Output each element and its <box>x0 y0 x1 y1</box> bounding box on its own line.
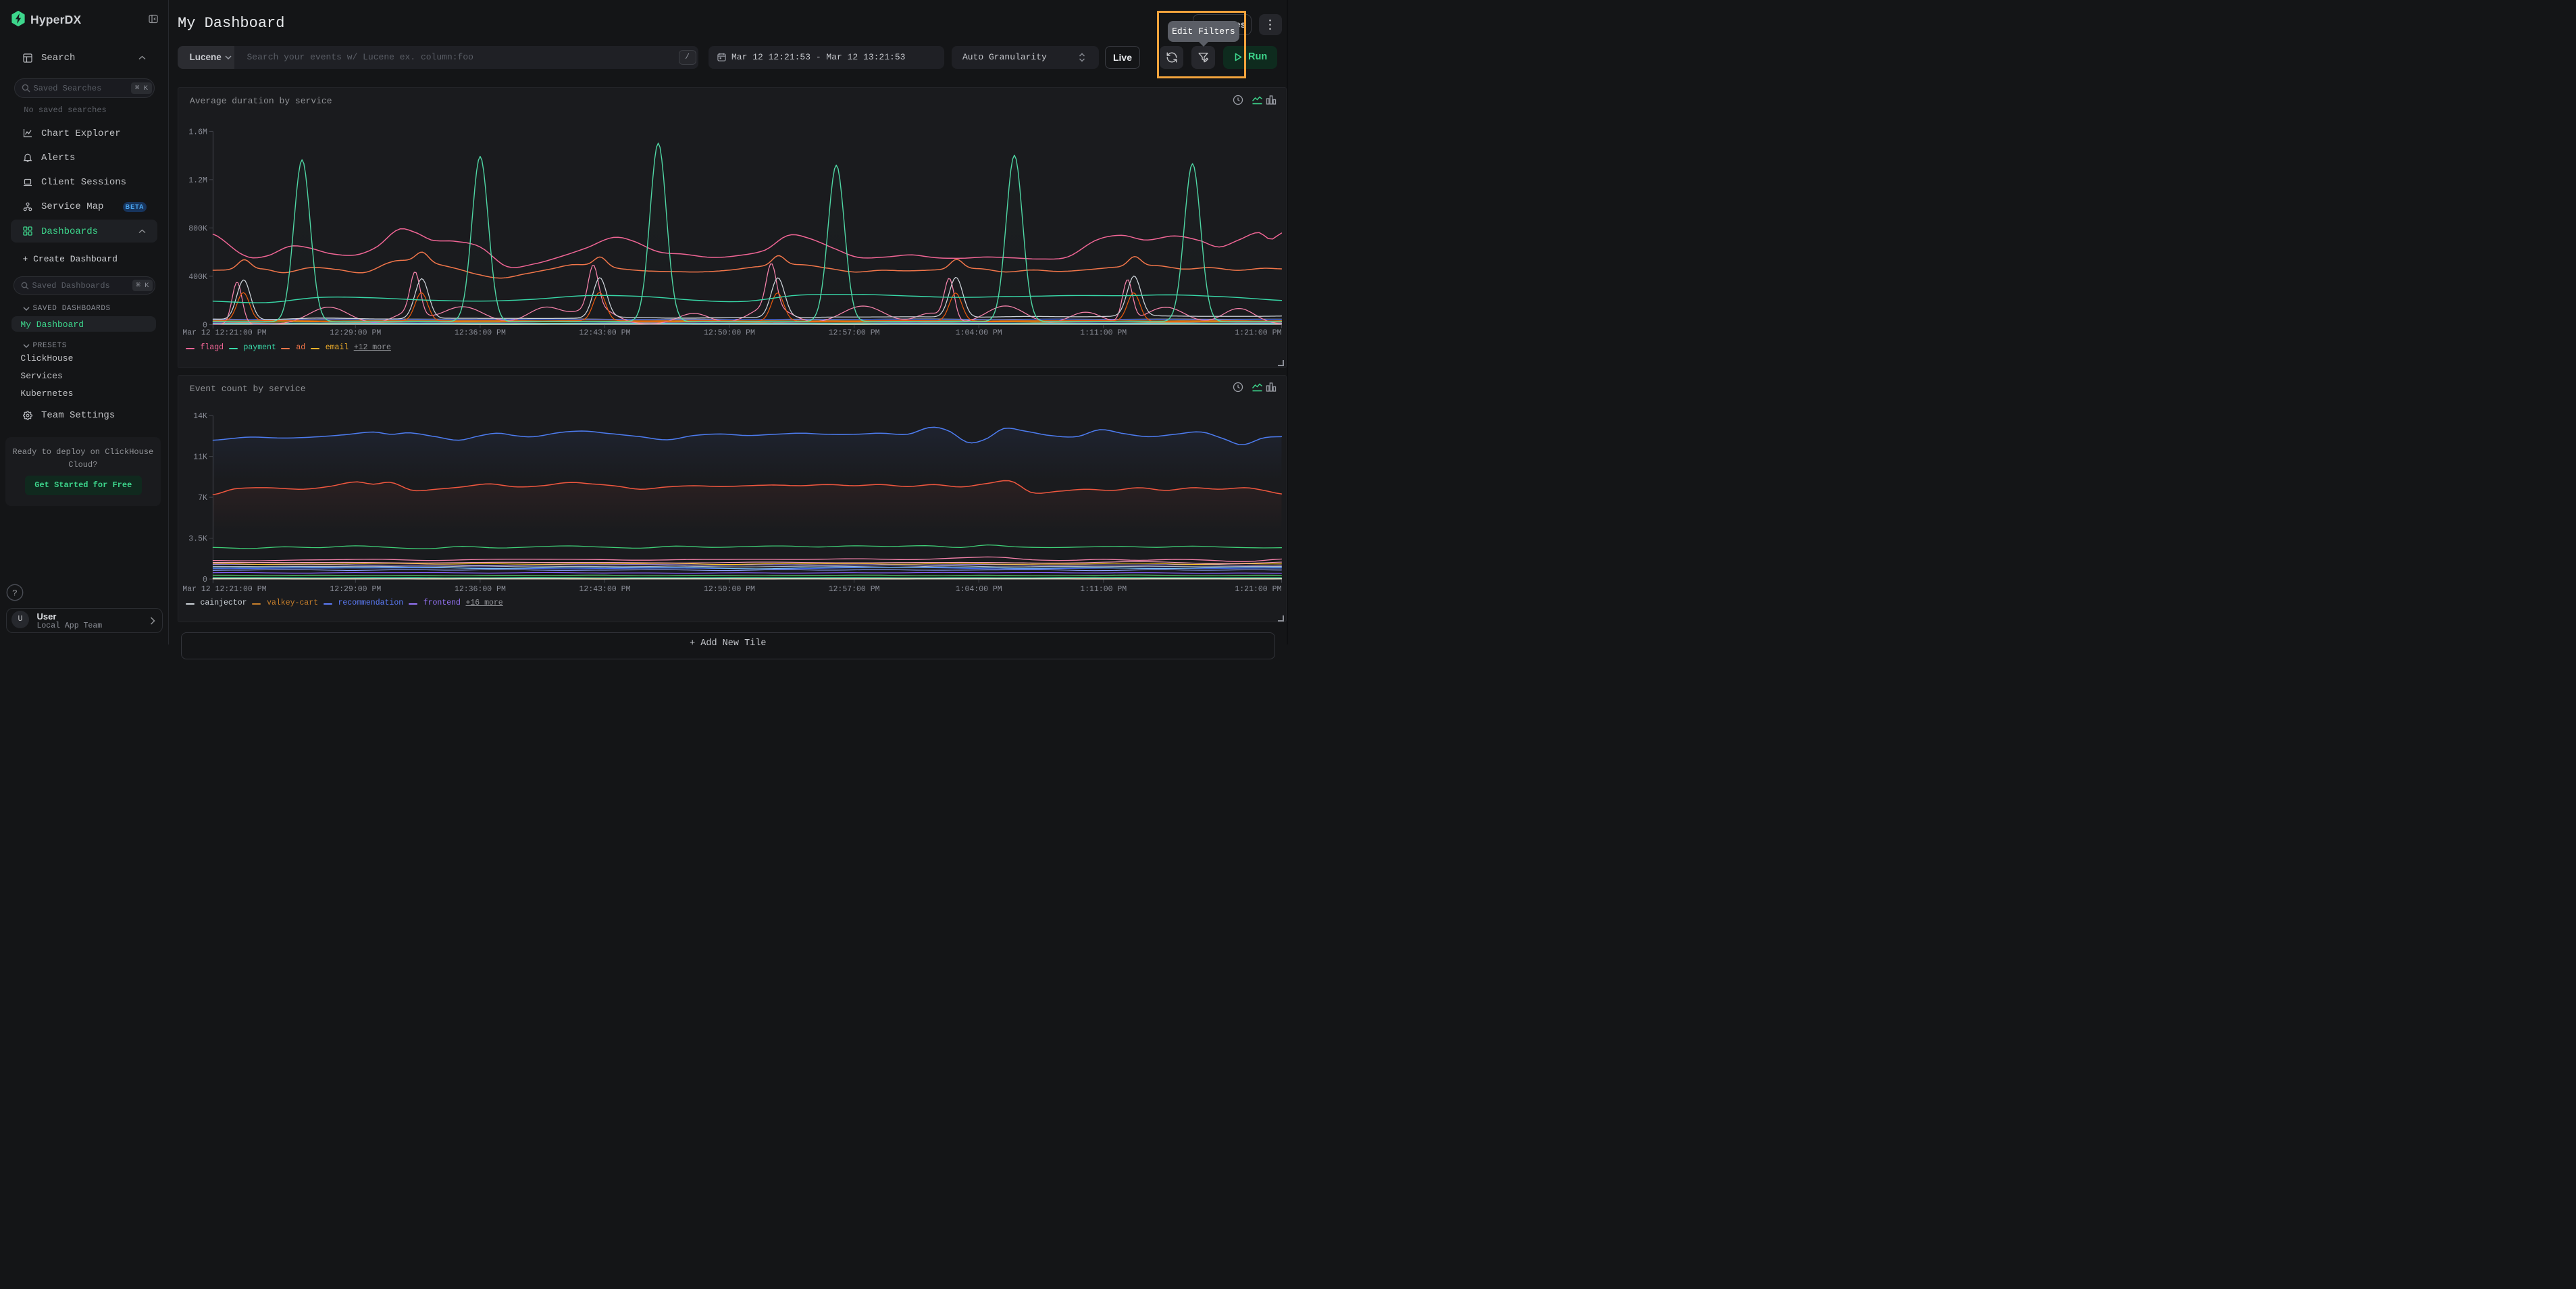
svg-text:400K: 400K <box>188 273 207 282</box>
svg-text:Mar 12 12:21:00 PM: Mar 12 12:21:00 PM <box>182 585 266 594</box>
svg-text:12:50:00 PM: 12:50:00 PM <box>704 329 755 338</box>
svg-text:1:04:00 PM: 1:04:00 PM <box>955 585 1002 594</box>
svg-text:1.2M: 1.2M <box>188 176 207 185</box>
svg-text:12:57:00 PM: 12:57:00 PM <box>828 329 879 338</box>
svg-text:11K: 11K <box>193 453 207 462</box>
svg-text:12:50:00 PM: 12:50:00 PM <box>704 585 755 594</box>
svg-text:12:57:00 PM: 12:57:00 PM <box>828 585 879 594</box>
svg-text:12:29:00 PM: 12:29:00 PM <box>330 329 381 338</box>
svg-text:1:11:00 PM: 1:11:00 PM <box>1080 585 1127 594</box>
svg-text:7K: 7K <box>198 494 207 503</box>
svg-text:1.6M: 1.6M <box>188 128 207 136</box>
svg-text:12:29:00 PM: 12:29:00 PM <box>330 585 381 594</box>
svg-text:Mar 12 12:21:00 PM: Mar 12 12:21:00 PM <box>182 329 266 338</box>
svg-text:1:11:00 PM: 1:11:00 PM <box>1080 329 1127 338</box>
svg-text:3.5K: 3.5K <box>188 535 207 544</box>
svg-text:12:36:00 PM: 12:36:00 PM <box>454 329 505 338</box>
svg-text:12:43:00 PM: 12:43:00 PM <box>579 329 630 338</box>
svg-text:1:04:00 PM: 1:04:00 PM <box>955 329 1002 338</box>
svg-text:0: 0 <box>202 576 207 584</box>
svg-text:1:21:00 PM: 1:21:00 PM <box>1235 329 1281 338</box>
svg-text:?: ? <box>12 588 18 599</box>
svg-text:12:36:00 PM: 12:36:00 PM <box>454 585 505 594</box>
svg-text:0: 0 <box>202 321 207 330</box>
svg-text:12:43:00 PM: 12:43:00 PM <box>579 585 630 594</box>
svg-text:800K: 800K <box>188 224 207 233</box>
svg-text:14K: 14K <box>193 412 207 421</box>
svg-text:1:21:00 PM: 1:21:00 PM <box>1235 585 1281 594</box>
